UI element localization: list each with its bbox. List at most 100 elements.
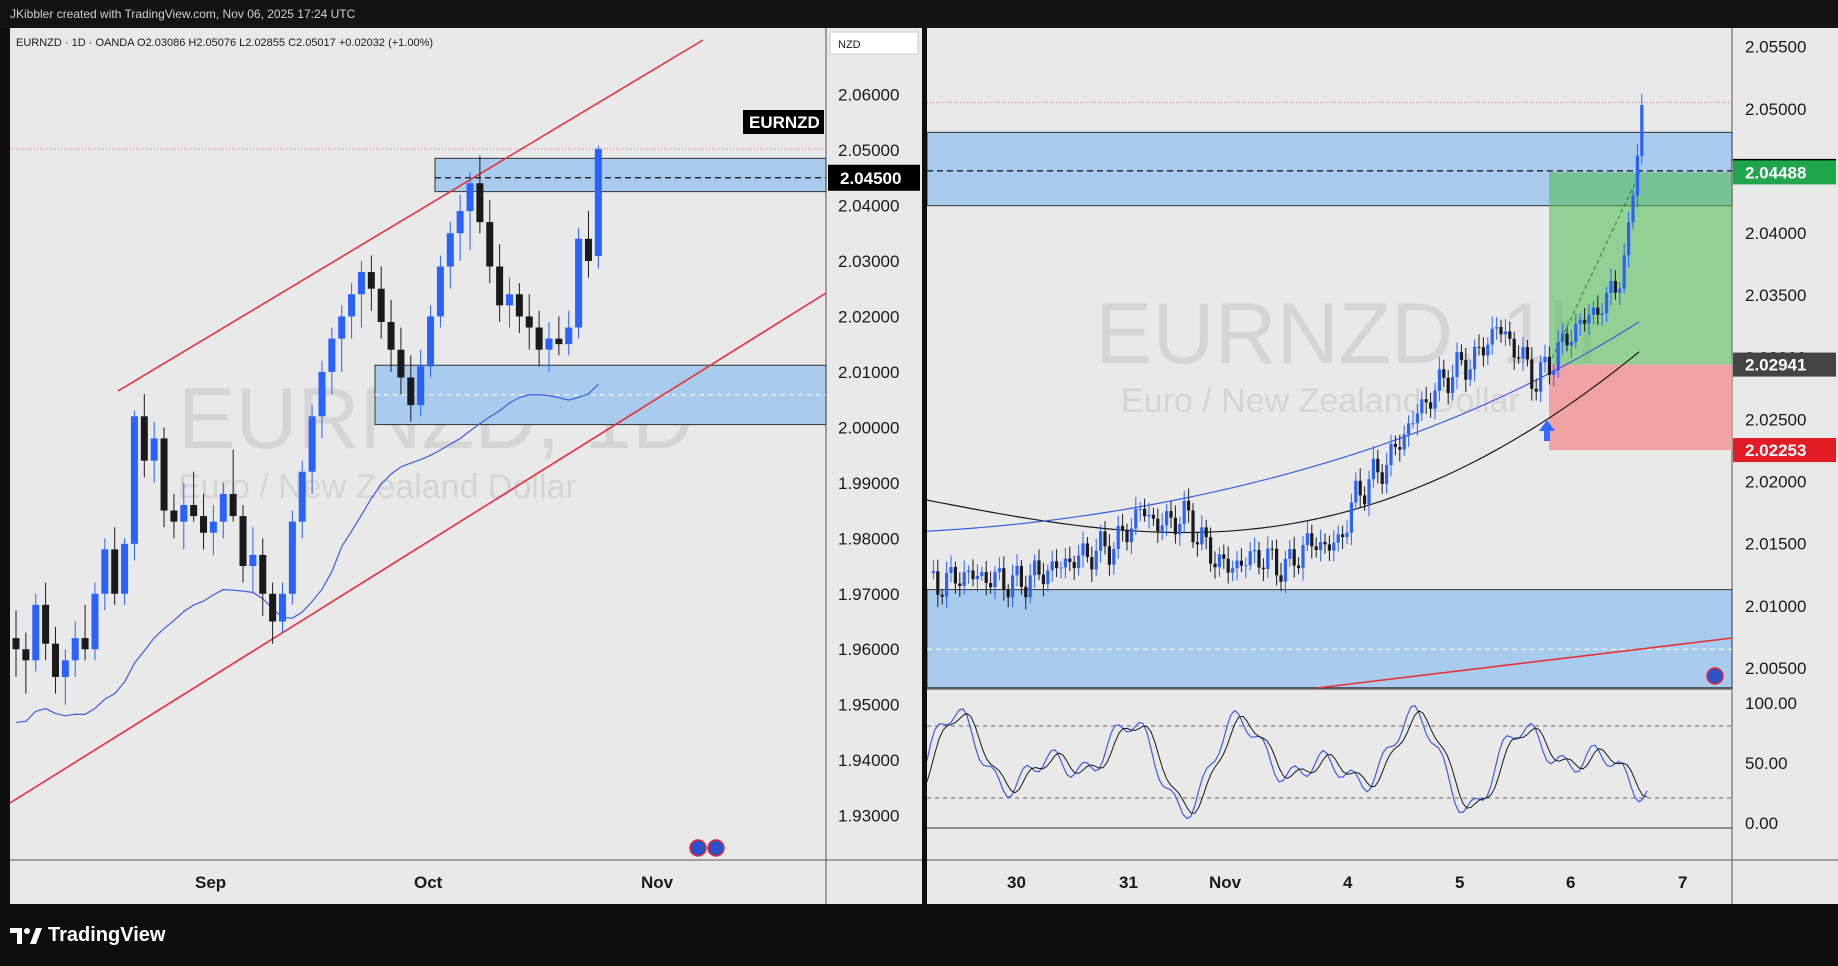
candle-body[interactable] <box>1622 255 1626 289</box>
candle-body[interactable] <box>1640 105 1644 156</box>
candle-body[interactable] <box>1107 546 1111 565</box>
candle-body[interactable] <box>1116 525 1120 550</box>
candle-body[interactable] <box>1477 346 1481 348</box>
candle-body[interactable] <box>1055 561 1059 568</box>
candle-body[interactable] <box>1072 561 1076 569</box>
candle-body[interactable] <box>1002 568 1006 590</box>
candle-body[interactable] <box>259 554 267 594</box>
candle-body[interactable] <box>1213 563 1217 568</box>
candle-body[interactable] <box>1591 307 1595 315</box>
candle-body[interactable] <box>308 416 316 472</box>
candle-body[interactable] <box>1468 369 1472 380</box>
candle-body[interactable] <box>1442 369 1446 378</box>
candle-body[interactable] <box>1305 533 1309 546</box>
candle-body[interactable] <box>1565 333 1569 346</box>
candle-body[interactable] <box>1402 434 1406 450</box>
candle-body[interactable] <box>1635 155 1639 196</box>
candle-body[interactable] <box>1530 359 1534 389</box>
candle-body[interactable] <box>200 516 208 533</box>
candle-body[interactable] <box>1336 534 1340 543</box>
candle-body[interactable] <box>1059 567 1063 569</box>
candle-body[interactable] <box>1385 465 1389 484</box>
candle-body[interactable] <box>1068 558 1072 562</box>
candle-body[interactable] <box>1200 527 1204 545</box>
candle-body[interactable] <box>328 338 336 372</box>
event-icon[interactable] <box>707 839 725 857</box>
candle-body[interactable] <box>1288 549 1292 559</box>
candle-body[interactable] <box>1490 328 1494 345</box>
candle-body[interactable] <box>1587 314 1591 324</box>
candle-body[interactable] <box>1191 510 1195 543</box>
candle-body[interactable] <box>535 327 543 350</box>
candle-body[interactable] <box>476 183 484 223</box>
candle-body[interactable] <box>1605 292 1609 314</box>
candle-body[interactable] <box>1178 524 1182 535</box>
candle-body[interactable] <box>42 604 50 644</box>
candle-body[interactable] <box>81 638 89 650</box>
candle-body[interactable] <box>1486 344 1490 356</box>
candle-body[interactable] <box>338 316 346 339</box>
candle-body[interactable] <box>1134 509 1138 529</box>
candle-body[interactable] <box>984 572 988 584</box>
candle-body[interactable] <box>1389 443 1393 466</box>
candle-body[interactable] <box>1063 558 1067 568</box>
candle-body[interactable] <box>1015 565 1019 576</box>
candle-body[interactable] <box>967 570 971 573</box>
candle-body[interactable] <box>12 638 20 650</box>
candle-body[interactable] <box>298 471 306 522</box>
candle-body[interactable] <box>1253 549 1257 552</box>
candle-body[interactable] <box>1310 533 1314 547</box>
candle-body[interactable] <box>1050 561 1054 571</box>
candle-body[interactable] <box>1627 222 1631 256</box>
candle-body[interactable] <box>1446 377 1450 394</box>
candle-body[interactable] <box>962 572 966 587</box>
candle-body[interactable] <box>1583 319 1587 324</box>
candle-body[interactable] <box>1319 541 1323 551</box>
candle-body[interactable] <box>1301 545 1305 569</box>
candle-body[interactable] <box>1451 377 1455 394</box>
candle-body[interactable] <box>1371 458 1375 480</box>
candle-body[interactable] <box>1578 319 1582 324</box>
candle-body[interactable] <box>1433 390 1437 409</box>
candle-body[interactable] <box>1376 458 1380 473</box>
candle-body[interactable] <box>466 183 474 212</box>
candle-body[interactable] <box>1543 356 1547 363</box>
candle-body[interactable] <box>1187 500 1191 511</box>
candle-body[interactable] <box>1534 388 1538 392</box>
candle-body[interactable] <box>1006 589 1010 598</box>
candle-body[interactable] <box>1508 331 1512 339</box>
candle-body[interactable] <box>229 493 237 517</box>
candle-body[interactable] <box>1160 525 1164 532</box>
tradingview-logo[interactable]: TradingView <box>10 924 165 947</box>
candle-body[interactable] <box>1182 500 1186 525</box>
candle-body[interactable] <box>525 316 533 328</box>
lower-channel-line[interactable] <box>10 292 827 804</box>
candle-body[interactable] <box>1424 399 1428 403</box>
candle-body[interactable] <box>565 327 573 345</box>
candle-body[interactable] <box>1147 514 1151 517</box>
candle-body[interactable] <box>130 416 138 544</box>
candle-body[interactable] <box>190 505 198 517</box>
candle-body[interactable] <box>22 649 30 661</box>
currency-box[interactable] <box>829 31 919 55</box>
candle-body[interactable] <box>486 222 494 267</box>
candle-body[interactable] <box>1090 557 1094 570</box>
candle-body[interactable] <box>1292 549 1296 566</box>
candle-body[interactable] <box>61 660 69 677</box>
candle-body[interactable] <box>1231 568 1235 573</box>
candle-body[interactable] <box>1420 399 1424 414</box>
candle-body[interactable] <box>91 593 99 650</box>
event-icon[interactable] <box>689 839 707 857</box>
candle-body[interactable] <box>1596 307 1600 315</box>
candle-body[interactable] <box>993 571 997 588</box>
candle-body[interactable] <box>101 549 109 594</box>
candle-body[interactable] <box>1349 502 1353 533</box>
candle-body[interactable] <box>1495 326 1499 329</box>
candle-body[interactable] <box>1169 511 1173 518</box>
candle-body[interactable] <box>1261 567 1265 570</box>
candle-body[interactable] <box>357 272 365 295</box>
candle-body[interactable] <box>1525 347 1529 360</box>
candle-body[interactable] <box>1143 508 1147 517</box>
candle-body[interactable] <box>1547 356 1551 375</box>
candle-body[interactable] <box>1275 548 1279 576</box>
